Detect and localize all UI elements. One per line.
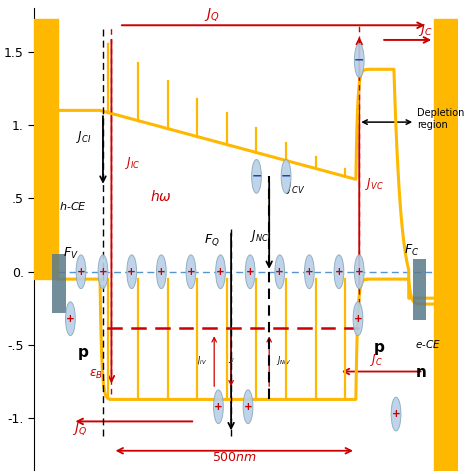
Text: $e\text{-}CE$: $e\text{-}CE$	[415, 338, 441, 350]
Text: Depletion
region: Depletion region	[417, 109, 465, 130]
Circle shape	[243, 390, 253, 424]
Circle shape	[65, 302, 75, 336]
Text: $J_{NIV}$: $J_{NIV}$	[275, 354, 291, 367]
Text: +: +	[246, 267, 255, 277]
Text: +: +	[99, 267, 107, 277]
Circle shape	[252, 160, 261, 193]
Circle shape	[304, 255, 314, 289]
Circle shape	[245, 255, 255, 289]
Text: $J_{IV}$: $J_{IV}$	[196, 354, 207, 367]
Text: $\mathbf{p}$: $\mathbf{p}$	[373, 341, 385, 357]
Text: $J_C$: $J_C$	[419, 22, 433, 37]
Text: $F_C$: $F_C$	[404, 243, 420, 258]
Circle shape	[214, 390, 223, 424]
Circle shape	[216, 255, 226, 289]
Circle shape	[281, 160, 291, 193]
Text: $J_{IC}$: $J_{IC}$	[126, 155, 141, 171]
Text: +: +	[187, 267, 195, 277]
Circle shape	[353, 302, 363, 336]
Text: $J_{NCI}$: $J_{NCI}$	[250, 228, 272, 245]
Text: $J_{CV}$: $J_{CV}$	[286, 180, 305, 196]
Text: $F_Q$: $F_Q$	[204, 232, 220, 247]
Bar	[413, 258, 427, 320]
Text: +: +	[355, 267, 364, 277]
Text: +: +	[244, 402, 252, 412]
Text: $500nm$: $500nm$	[211, 451, 256, 464]
Text: +: +	[128, 267, 136, 277]
Text: $F_V$: $F_V$	[63, 246, 79, 261]
Text: −: −	[251, 170, 262, 183]
Circle shape	[186, 255, 196, 289]
Circle shape	[98, 255, 108, 289]
Bar	[52, 254, 66, 313]
Text: $J_Q$: $J_Q$	[204, 6, 220, 23]
Text: +: +	[157, 267, 166, 277]
Text: $\mathbf{p}$: $\mathbf{p}$	[77, 346, 89, 362]
Circle shape	[355, 44, 364, 77]
Text: $J_C$: $J_C$	[371, 352, 383, 368]
Text: +: +	[216, 267, 225, 277]
Text: +: +	[214, 402, 223, 412]
Text: $h\omega$: $h\omega$	[150, 189, 172, 204]
Circle shape	[391, 397, 401, 431]
Text: $J_{CI}$: $J_{CI}$	[76, 129, 91, 145]
Circle shape	[156, 255, 166, 289]
Text: $J_{VC}$: $J_{VC}$	[365, 176, 384, 191]
Text: $\mathbf{n}$: $\mathbf{n}$	[415, 365, 427, 381]
Circle shape	[275, 255, 284, 289]
Text: −: −	[281, 170, 292, 183]
Text: +: +	[392, 409, 401, 419]
Text: +: +	[354, 314, 362, 324]
Text: +: +	[66, 314, 75, 324]
Circle shape	[76, 255, 86, 289]
Text: $h\text{-}CE$: $h\text{-}CE$	[59, 200, 87, 212]
Text: $J_Q$: $J_Q$	[72, 421, 87, 437]
Text: $J_I$: $J_I$	[228, 352, 235, 365]
Circle shape	[127, 255, 137, 289]
Circle shape	[355, 255, 364, 289]
Text: $\varepsilon_B$: $\varepsilon_B$	[89, 368, 103, 382]
Text: +: +	[305, 267, 314, 277]
Text: +: +	[77, 267, 85, 277]
Text: −: −	[354, 54, 365, 67]
Text: +: +	[275, 267, 284, 277]
Circle shape	[334, 255, 344, 289]
Text: +: +	[335, 267, 343, 277]
